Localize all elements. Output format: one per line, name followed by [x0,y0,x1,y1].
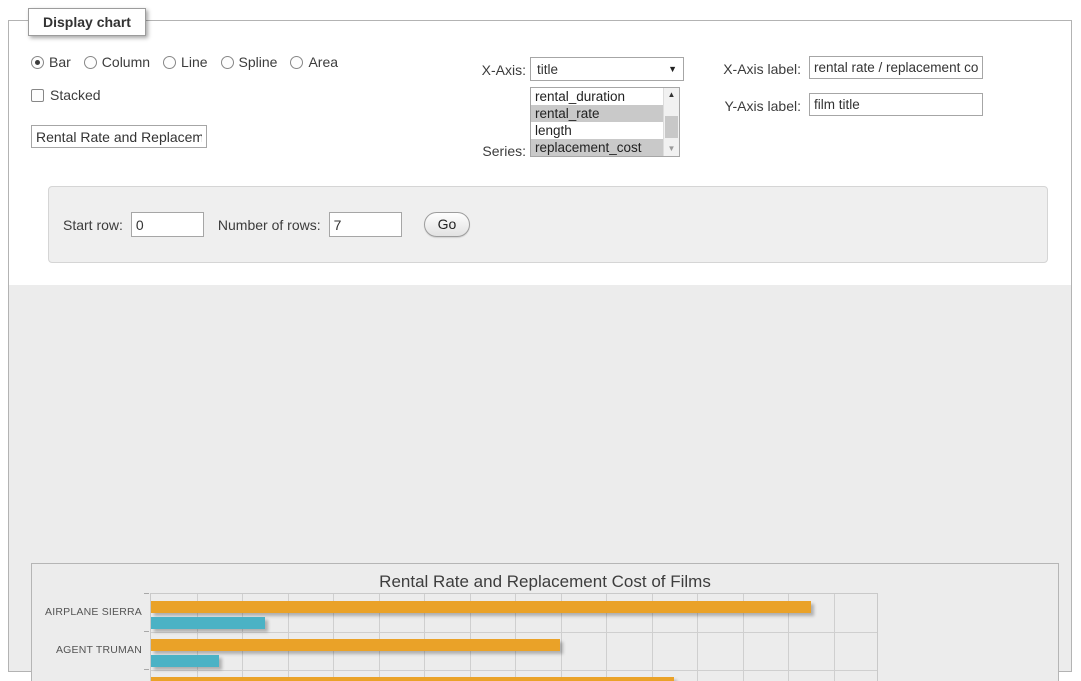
bar-replacement_cost [151,677,674,681]
category-label: AIRPLANE SIERRA [32,606,142,618]
scrollbar-up-icon[interactable]: ▲ [664,88,679,102]
radio-button-icon[interactable] [31,56,44,69]
bar-rental_rate [151,655,219,667]
bar-replacement_cost [151,601,811,613]
x-axis-select-value: title [537,62,558,77]
num-rows-label: Number of rows: [218,217,321,233]
y-axis-label-input[interactable] [809,93,983,116]
scrollbar-thumb[interactable] [665,116,678,138]
chart-title-input[interactable] [31,125,207,148]
radio-label: Bar [49,54,71,70]
x-axis-select[interactable]: title ▼ [530,57,684,81]
series-option-length[interactable]: length [531,122,663,139]
radio-label: Spline [239,54,278,70]
series-option-rental_rate[interactable]: rental_rate [531,105,663,122]
radio-label: Column [102,54,150,70]
chart-wrapper: Rental Rate and Replacement Cost of Film… [9,285,1071,671]
x-axis-label-input[interactable] [809,56,983,79]
series-listbox-label: Series: [466,143,526,159]
display-chart-fieldset: BarColumnLineSplineArea Stacked X-Axis: … [8,20,1072,672]
y-tick-mark [144,631,149,632]
chart-plot-area [150,593,878,681]
chart-type-radio-line[interactable]: Line [163,54,207,70]
gridline-horizontal [151,670,877,671]
gridline-horizontal [151,632,877,633]
radio-button-icon[interactable] [290,56,303,69]
x-axis-select-label: X-Axis: [466,62,526,78]
radio-label: Line [181,54,207,70]
bar-rental_rate [151,617,265,629]
stacked-checkbox[interactable] [31,89,44,102]
chart-type-radio-area[interactable]: Area [290,54,338,70]
chart-type-radio-bar[interactable]: Bar [31,54,71,70]
series-options: rental_durationrental_ratelengthreplacem… [531,88,663,156]
select-dropdown-arrow-icon: ▼ [668,64,677,74]
go-button[interactable]: Go [424,212,471,237]
y-tick-mark [144,669,149,670]
bar-replacement_cost [151,639,560,651]
radio-button-icon[interactable] [221,56,234,69]
stacked-checkbox-row: Stacked [31,87,101,103]
chart-type-radio-group: Bar Column Line Spline Area [31,54,338,70]
series-option-replacement_cost[interactable]: replacement_cost [531,139,663,156]
chart-container: Rental Rate and Replacement Cost of Film… [31,563,1059,681]
fieldset-legend: Display chart [28,8,146,36]
radio-button-icon[interactable] [84,56,97,69]
stacked-label: Stacked [50,87,101,103]
start-row-input[interactable] [131,212,204,237]
chart-title: Rental Rate and Replacement Cost of Film… [32,572,1058,592]
row-range-panel: Start row: Number of rows: Go [48,186,1048,263]
gridline-vertical [834,594,835,681]
num-rows-input[interactable] [329,212,402,237]
y-axis-label-field-label: Y-Axis label: [709,98,801,114]
series-option-rental_duration[interactable]: rental_duration [531,88,663,105]
scrollbar-down-icon[interactable]: ▼ [664,142,679,156]
radio-button-icon[interactable] [163,56,176,69]
radio-label: Area [308,54,338,70]
series-listbox[interactable]: rental_durationrental_ratelengthreplacem… [530,87,680,157]
chart-type-radio-spline[interactable]: Spline [221,54,278,70]
chart-type-radio-column[interactable]: Column [84,54,150,70]
category-label: AGENT TRUMAN [32,644,142,656]
y-tick-mark [144,593,149,594]
x-axis-label-field-label: X-Axis label: [709,61,801,77]
listbox-scrollbar[interactable]: ▲ ▼ [663,88,679,156]
start-row-label: Start row: [63,217,123,233]
page: BarColumnLineSplineArea Stacked X-Axis: … [0,0,1081,681]
